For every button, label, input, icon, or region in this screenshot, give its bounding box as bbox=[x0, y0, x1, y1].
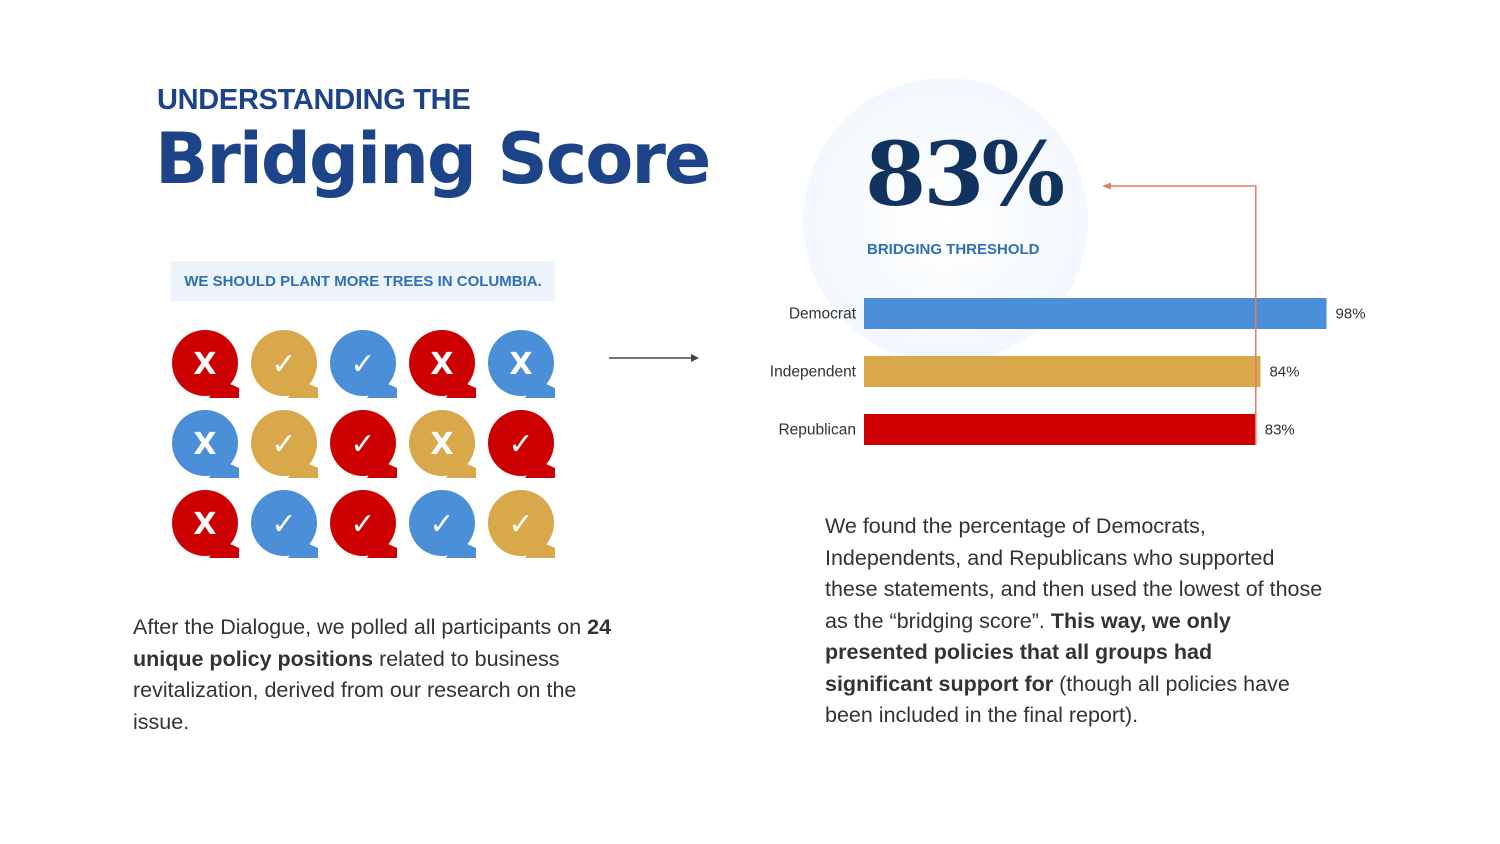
speech-bubble-icon bbox=[251, 410, 318, 478]
speech-bubble-icon bbox=[409, 330, 476, 398]
check-mark-icon: ✓ bbox=[350, 346, 376, 382]
right-paragraph: We found the percentage of Democrats, In… bbox=[825, 511, 1325, 732]
speech-bubble-icon bbox=[330, 410, 397, 478]
vote-bubble: ✓ bbox=[250, 490, 318, 558]
check-mark-icon: ✓ bbox=[271, 426, 297, 462]
right-paragraph-bold: This way, we only presented policies tha… bbox=[825, 608, 1231, 696]
speech-bubble-icon bbox=[488, 330, 555, 398]
vote-bubble: ✓ bbox=[250, 410, 318, 478]
speech-bubble-icon bbox=[251, 330, 318, 398]
x-mark-icon: X bbox=[509, 346, 533, 382]
threshold-line bbox=[1106, 185, 1257, 445]
bar-republican bbox=[864, 414, 1256, 445]
vote-bubble: ✓ bbox=[329, 410, 397, 478]
threshold-value: 83% bbox=[865, 122, 1065, 226]
threshold-arrowhead bbox=[1102, 182, 1111, 190]
x-mark-icon: X bbox=[430, 426, 454, 462]
bar-category-label: Republican bbox=[778, 422, 856, 439]
check-mark-icon: ✓ bbox=[350, 506, 376, 542]
check-mark-icon: ✓ bbox=[350, 426, 376, 462]
vote-bubble: ✓ bbox=[408, 490, 476, 558]
left-paragraph-text-2: related to business revitalization, deri… bbox=[133, 646, 577, 734]
speech-bubble-icon bbox=[488, 410, 555, 478]
x-mark-icon: X bbox=[193, 506, 217, 542]
vote-bubble: X bbox=[487, 330, 555, 398]
speech-bubble-icon bbox=[330, 330, 397, 398]
check-mark-icon: ✓ bbox=[508, 506, 534, 542]
right-paragraph-text-2: (though all policies have been included … bbox=[825, 671, 1290, 728]
vote-bubble: X bbox=[408, 330, 476, 398]
speech-bubble-icon bbox=[409, 490, 476, 558]
check-mark-icon: ✓ bbox=[429, 506, 455, 542]
speech-bubble-icon bbox=[251, 490, 318, 558]
support-bar-chart: Democrat 98% Independent 84% Republican 83% bbox=[770, 182, 1366, 445]
bar-value-label: 83% bbox=[1265, 422, 1295, 439]
title-kicker: UNDERSTANDING THE bbox=[157, 84, 471, 116]
right-paragraph-text-1: We found the percentage of Democrats, In… bbox=[825, 514, 1323, 633]
vote-bubble: ✓ bbox=[329, 490, 397, 558]
vote-bubble: X bbox=[171, 330, 239, 398]
bar-value-label: 98% bbox=[1336, 306, 1366, 323]
policy-statement: WE SHOULD PLANT MORE TREES IN COLUMBIA. bbox=[171, 261, 555, 301]
x-mark-icon: X bbox=[430, 346, 454, 382]
vote-bubble: X bbox=[171, 410, 239, 478]
vote-bubble-grid: X ✓ ✓ X X X ✓ ✓ X ✓ X ✓ ✓ ✓ ✓ bbox=[171, 330, 571, 570]
vote-bubble: ✓ bbox=[250, 330, 318, 398]
check-mark-icon: ✓ bbox=[271, 506, 297, 542]
bar-democrat bbox=[864, 298, 1327, 329]
bar-independent bbox=[864, 356, 1261, 387]
vote-bubble: ✓ bbox=[329, 330, 397, 398]
x-mark-icon: X bbox=[193, 346, 217, 382]
speech-bubble-icon bbox=[172, 490, 239, 558]
speech-bubble-icon bbox=[172, 330, 239, 398]
left-paragraph: After the Dialogue, we polled all partic… bbox=[133, 612, 613, 738]
vote-bubble: X bbox=[171, 490, 239, 558]
left-paragraph-text-1: After the Dialogue, we polled all partic… bbox=[133, 615, 588, 639]
bar-category-label: Independent bbox=[770, 364, 857, 381]
vote-bubble: X bbox=[408, 410, 476, 478]
speech-bubble-icon bbox=[488, 490, 555, 558]
left-paragraph-bold: 24 unique policy positions bbox=[133, 615, 612, 671]
check-mark-icon: ✓ bbox=[271, 346, 297, 382]
threshold-label: BRIDGING THRESHOLD bbox=[867, 241, 1040, 258]
vote-bubble: ✓ bbox=[487, 490, 555, 558]
check-mark-icon: ✓ bbox=[508, 426, 534, 462]
speech-bubble-icon bbox=[172, 410, 239, 478]
arrow-right-icon bbox=[609, 354, 699, 362]
speech-bubble-icon bbox=[330, 490, 397, 558]
x-mark-icon: X bbox=[193, 426, 217, 462]
bar-category-label: Democrat bbox=[789, 306, 857, 323]
speech-bubble-icon bbox=[409, 410, 476, 478]
vote-bubble: ✓ bbox=[487, 410, 555, 478]
page-title: Bridging Score bbox=[155, 118, 711, 200]
bar-value-label: 84% bbox=[1269, 364, 1299, 381]
